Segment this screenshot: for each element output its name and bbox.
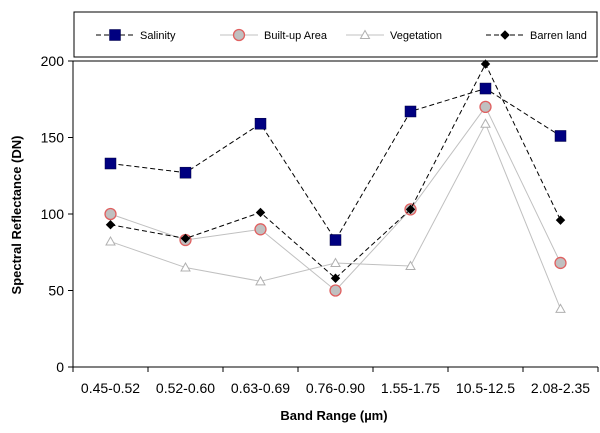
data-point-barren-land xyxy=(180,233,191,244)
data-point-salinity xyxy=(554,130,567,142)
x-tick-label: 0.63-0.69 xyxy=(231,380,290,396)
data-point-salinity xyxy=(329,234,342,246)
x-axis-label: Band Range (µm) xyxy=(280,408,387,423)
data-point-vegetation xyxy=(330,257,341,267)
data-point-built-up-area xyxy=(554,256,567,270)
data-point-salinity xyxy=(179,166,192,179)
series-line-barren-land xyxy=(110,62,561,279)
y-tick-label: 100 xyxy=(41,206,65,222)
data-point-built-up-area xyxy=(104,207,117,221)
legend-label-barren-land: Barren land xyxy=(530,30,587,42)
data-point-vegetation xyxy=(180,262,191,272)
data-point-salinity xyxy=(404,105,417,118)
x-tick-label: 0.45-0.52 xyxy=(81,380,140,396)
legend-label-built-up-area: Built-up Area xyxy=(264,30,328,42)
data-point-barren-land xyxy=(405,204,416,215)
data-point-built-up-area xyxy=(329,284,342,297)
series-group xyxy=(104,59,567,313)
series-salinity xyxy=(104,82,567,246)
legend-marker-vegetation xyxy=(359,29,371,39)
data-point-barren-land xyxy=(555,215,566,225)
y-axis-label: Spectral Reflectance (DN) xyxy=(9,136,24,295)
x-tick-label: 1.55-1.75 xyxy=(381,380,440,396)
legend-marker-salinity xyxy=(109,29,121,41)
legend-label-vegetation: Vegetation xyxy=(390,30,442,42)
data-point-vegetation xyxy=(480,118,491,128)
series-vegetation xyxy=(105,118,566,313)
legend-label-salinity: Salinity xyxy=(140,30,176,42)
axes: 0 50 100 150 200 0.45-0.52 0.52-0.60 0.63-0.69 0… xyxy=(41,53,599,396)
data-point-barren-land xyxy=(255,207,266,218)
y-tick-label: 150 xyxy=(41,130,65,146)
data-point-vegetation xyxy=(405,260,416,271)
x-tick-label: 2.08-2.35 xyxy=(531,380,590,396)
data-point-vegetation xyxy=(105,236,116,246)
data-point-salinity xyxy=(254,117,267,130)
data-point-built-up-area xyxy=(254,223,267,236)
series-line-salinity xyxy=(110,87,561,241)
legend: Salinity Built-up Area Vegetation Barren la… xyxy=(73,11,598,58)
x-tick-label: 0.52-0.60 xyxy=(156,380,215,396)
series-barren-land xyxy=(105,59,566,283)
x-tick-label: 10.5-12.5 xyxy=(456,380,515,396)
data-point-vegetation xyxy=(255,275,266,286)
x-tick-label: 0.76-0.90 xyxy=(306,380,365,396)
legend-marker-barren-land xyxy=(500,30,510,40)
y-tick-label: 50 xyxy=(48,283,64,299)
data-point-salinity xyxy=(479,82,492,95)
data-point-vegetation xyxy=(555,303,566,313)
y-tick-label: 0 xyxy=(56,359,64,375)
data-point-salinity xyxy=(104,157,117,170)
data-point-built-up-area xyxy=(479,100,492,114)
legend-box xyxy=(73,11,598,58)
data-point-barren-land xyxy=(105,220,116,230)
data-point-barren-land xyxy=(480,59,491,69)
data-point-barren-land xyxy=(330,273,341,283)
legend-marker-built-up-area xyxy=(232,28,246,42)
y-tick-label: 200 xyxy=(41,53,65,69)
